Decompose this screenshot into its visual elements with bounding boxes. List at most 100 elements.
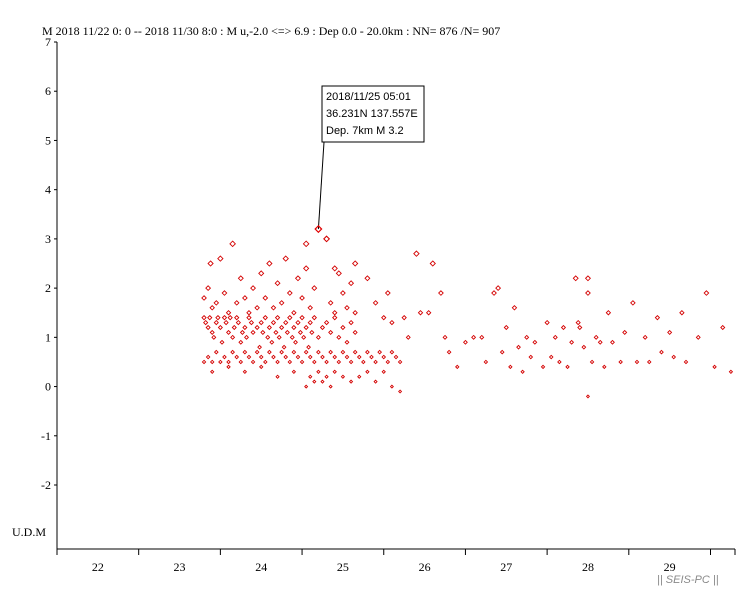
event-point [227, 314, 233, 321]
event-point [209, 359, 215, 365]
event-point [381, 354, 387, 360]
event-point [213, 349, 219, 355]
y-tick-label: 3 [45, 232, 51, 246]
event-point [581, 344, 587, 350]
event-point [225, 310, 232, 316]
event-point [405, 334, 411, 340]
event-point [516, 344, 521, 350]
event-point [728, 369, 734, 374]
event-point [263, 359, 268, 365]
event-point [259, 364, 264, 370]
event-point [508, 364, 513, 370]
event-point [471, 334, 477, 340]
event-point [316, 369, 321, 374]
event-point [659, 349, 664, 355]
event-point [258, 270, 265, 277]
event-point [211, 334, 217, 340]
y-tick-label: 4 [45, 183, 51, 197]
event-point [201, 359, 207, 365]
event-point [269, 339, 275, 345]
y-tick-label: -1 [41, 429, 51, 443]
event-point [205, 354, 211, 360]
event-point [381, 369, 386, 374]
event-point [309, 329, 315, 335]
event-point [348, 319, 354, 326]
event-point [295, 319, 301, 326]
event-point [221, 290, 228, 296]
event-point [348, 359, 354, 365]
event-point [311, 314, 317, 321]
event-point [250, 329, 256, 335]
event-point [319, 324, 326, 331]
event-point [630, 300, 636, 306]
event-point [438, 290, 444, 296]
event-point [602, 364, 607, 370]
annotation-box [321, 85, 425, 143]
event-point [303, 324, 309, 331]
data-points [201, 235, 734, 399]
event-point [242, 295, 248, 301]
event-point [425, 310, 432, 316]
event-point [356, 354, 362, 360]
event-point [511, 305, 518, 311]
annotation-line: Dep. 7km M 3.2 [326, 125, 404, 137]
event-point [373, 379, 378, 384]
event-point [327, 300, 334, 306]
event-point [557, 359, 562, 365]
event-point [328, 384, 333, 389]
y-tick-label: 6 [45, 84, 51, 98]
event-point [297, 329, 303, 335]
chart-header: M 2018 11/22 0: 0 -- 2018 11/30 8:0 : M … [42, 24, 500, 38]
annotation-line: 36.231N 137.557E [326, 108, 418, 120]
event-point [222, 354, 227, 360]
event-point [250, 285, 256, 292]
event-point [323, 235, 330, 243]
event-point [446, 349, 452, 355]
event-point [207, 314, 213, 321]
event-point [365, 349, 370, 355]
event-point [242, 369, 248, 374]
event-point [331, 265, 338, 272]
event-point [254, 324, 260, 331]
event-point [219, 339, 225, 345]
event-point [589, 359, 595, 365]
event-point [575, 319, 581, 326]
event-point [320, 354, 325, 360]
event-point [274, 280, 281, 287]
event-point [207, 260, 214, 267]
event-point [229, 240, 236, 248]
event-point [230, 349, 235, 355]
event-point [299, 295, 305, 301]
event-point [528, 354, 534, 360]
event-point [560, 324, 567, 331]
event-point [270, 305, 277, 311]
annotation-line: 2018/11/25 05:01 [326, 91, 411, 103]
annotation-leader-line [317, 141, 325, 230]
event-point [308, 374, 313, 379]
event-point [336, 359, 342, 365]
event-point [307, 319, 313, 326]
event-point [201, 314, 207, 321]
event-point [258, 319, 264, 326]
event-point [712, 364, 717, 370]
event-point [344, 305, 350, 311]
x-tick-label: 26 [419, 560, 431, 574]
event-point [244, 334, 249, 340]
event-point [340, 324, 346, 331]
event-point [671, 354, 677, 360]
event-point [294, 275, 302, 282]
event-point [462, 339, 468, 345]
event-point [348, 379, 354, 384]
event-point [348, 280, 355, 287]
event-point [291, 310, 297, 316]
event-point [532, 339, 538, 345]
event-point [266, 260, 273, 267]
y-tick-label: 2 [45, 281, 51, 295]
x-tick-label: 28 [582, 560, 594, 574]
event-point [312, 359, 317, 365]
event-point [276, 334, 282, 340]
event-point [344, 354, 350, 360]
event-point [304, 384, 309, 389]
event-point [257, 344, 262, 350]
event-point [417, 310, 424, 316]
